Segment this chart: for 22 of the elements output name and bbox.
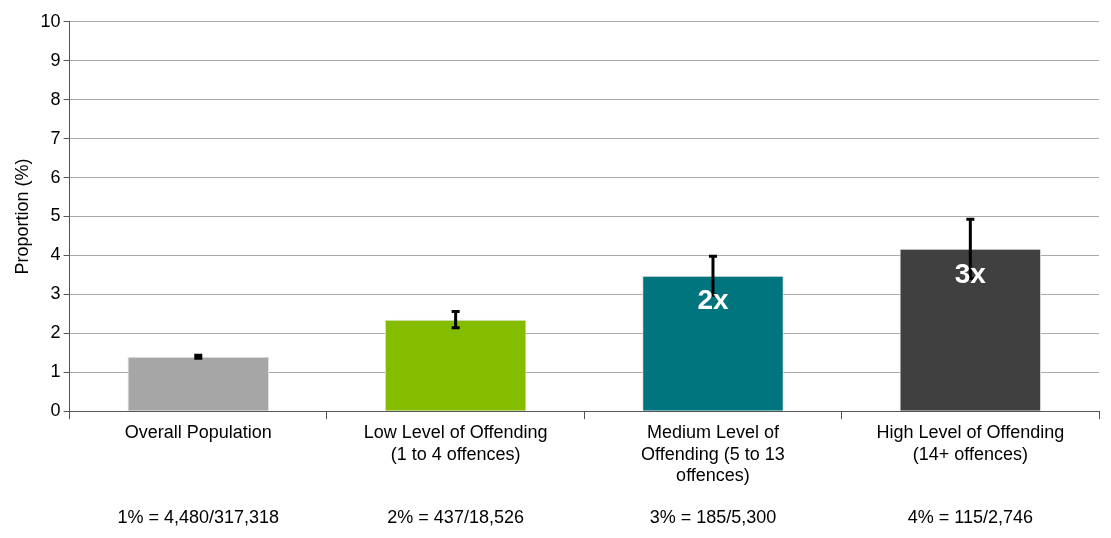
y-tick-label: 7 <box>50 127 61 148</box>
y-tick-label: 9 <box>50 49 61 70</box>
text: 4% = 115/2,746 <box>907 506 1033 527</box>
y-tick-label: 10 <box>40 10 61 31</box>
text: 2% = 437/18,526 <box>387 506 524 527</box>
y-tick-label: 8 <box>50 88 61 109</box>
y-tick-label: 5 <box>50 205 61 226</box>
y-tick-label: 0 <box>50 400 61 421</box>
y-tick-label: 4 <box>50 244 61 265</box>
y-axis-title: Proportion (%) <box>11 158 32 275</box>
text: 3% = 185/5,300 <box>649 506 777 527</box>
text: 1% = 4,480/317,318 <box>117 506 280 527</box>
x-tick-label: Overall Population <box>124 421 272 442</box>
x-tick-label: Medium Level of Offending (5 to 13 offences) <box>641 421 785 486</box>
y-tick-label: 2 <box>50 322 61 343</box>
y-tick-label: 6 <box>50 166 61 187</box>
x-tick-label: Low Level of Offending (1 to 4 offences) <box>363 421 548 464</box>
annotation: 2x <box>697 284 729 316</box>
x-tick-label: High Level of Offending (14+ offences) <box>876 421 1065 464</box>
y-tick-label: 3 <box>50 283 61 304</box>
annotation: 3x <box>954 257 987 289</box>
y-tick-label: 1 <box>50 361 61 382</box>
